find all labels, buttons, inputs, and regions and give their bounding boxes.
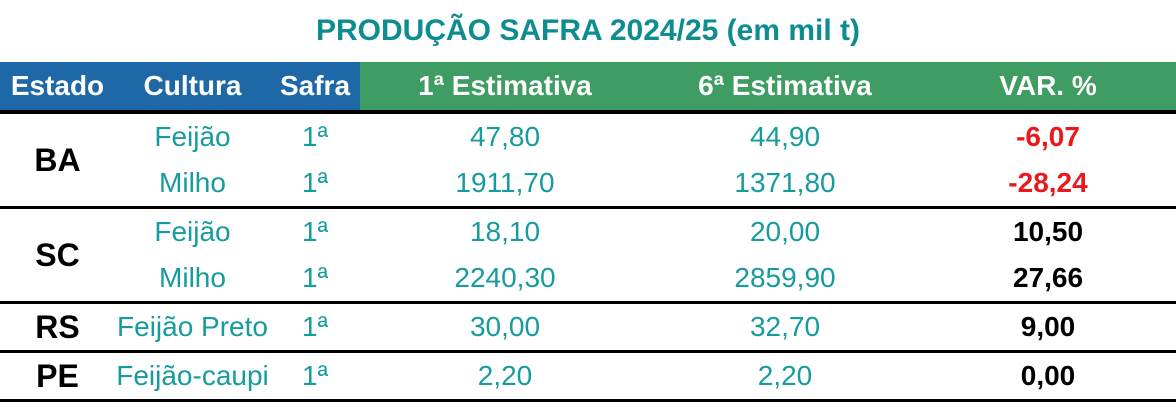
safra-cell: 1ª <box>270 207 360 255</box>
estimativa-6-value: 20,00 <box>650 207 920 255</box>
table-row-sc-milho: Milho 1ª 2240,30 2859,90 27,66 <box>0 255 1176 304</box>
var-pct-value: 9,00 <box>920 302 1176 353</box>
estimativa-1-value: 18,10 <box>360 207 650 255</box>
estado-cell-ba: BA <box>0 112 115 209</box>
col-header-safra: Safra <box>270 62 360 114</box>
var-pct-value: 27,66 <box>920 255 1176 304</box>
estimativa-1-value: 2240,30 <box>360 255 650 304</box>
header-row: Estado Cultura Safra 1ª Estimativa 6ª Es… <box>0 62 1176 114</box>
estado-cell-rs: RS <box>0 302 115 353</box>
safra-cell: 1ª <box>270 112 360 160</box>
safra-cell: 1ª <box>270 351 360 402</box>
estimativa-1-value: 2,20 <box>360 351 650 402</box>
col-header-estado: Estado <box>0 62 115 114</box>
cultura-cell: Feijão Preto <box>115 302 270 353</box>
cultura-cell: Milho <box>115 255 270 304</box>
estimativa-1-value: 1911,70 <box>360 160 650 209</box>
safra-cell: 1ª <box>270 160 360 209</box>
page-title: PRODUÇÃO SAFRA 2024/25 (em mil t) <box>315 14 860 47</box>
col-header-cultura: Cultura <box>115 62 270 114</box>
var-pct-value: -28,24 <box>920 160 1176 209</box>
col-header-estimativa-1: 1ª Estimativa <box>360 62 650 114</box>
table-row-ba-feijao: BA Feijão 1ª 47,80 44,90 -6,07 <box>0 112 1176 209</box>
production-table: Estado Cultura Safra 1ª Estimativa 6ª Es… <box>0 62 1176 402</box>
table-row-pe: PE Feijão-caupi 1ª 2,20 2,20 0,00 <box>0 351 1176 402</box>
estimativa-6-value: 1371,80 <box>650 160 920 209</box>
estimativa-6-value: 2,20 <box>650 351 920 402</box>
table-row-ba-milho: Milho 1ª 1911,70 1371,80 -28,24 <box>0 160 1176 209</box>
var-pct-value: -6,07 <box>920 112 1176 160</box>
cultura-cell: Milho <box>115 160 270 209</box>
estado-cell-pe: PE <box>0 351 115 402</box>
estimativa-1-value: 47,80 <box>360 112 650 160</box>
table-row-rs: RS Feijão Preto 1ª 30,00 32,70 9,00 <box>0 302 1176 353</box>
safra-cell: 1ª <box>270 302 360 353</box>
var-pct-value: 10,50 <box>920 207 1176 255</box>
col-header-var-pct: VAR. % <box>920 62 1176 114</box>
cultura-cell: Feijão-caupi <box>115 351 270 402</box>
cultura-cell: Feijão <box>115 112 270 160</box>
estimativa-6-value: 32,70 <box>650 302 920 353</box>
estimativa-6-value: 2859,90 <box>650 255 920 304</box>
estimativa-1-value: 30,00 <box>360 302 650 353</box>
table-row-sc-feijao: SC Feijão 1ª 18,10 20,00 10,50 <box>0 207 1176 304</box>
estimativa-6-value: 44,90 <box>650 112 920 160</box>
col-header-estimativa-6: 6ª Estimativa <box>650 62 920 114</box>
safra-cell: 1ª <box>270 255 360 304</box>
estado-cell-sc: SC <box>0 207 115 304</box>
cultura-cell: Feijão <box>115 207 270 255</box>
var-pct-value: 0,00 <box>920 351 1176 402</box>
